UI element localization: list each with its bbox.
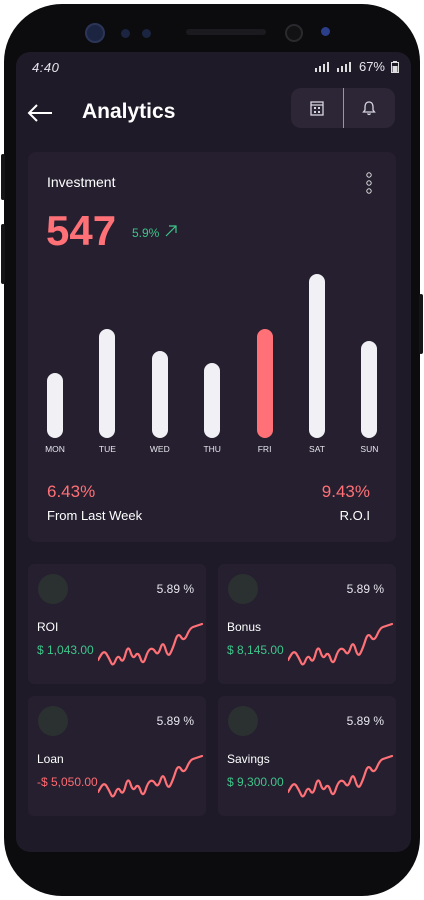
sparkline-path [98, 622, 204, 666]
bar-wed [151, 350, 168, 438]
bar-tue [99, 328, 116, 438]
avatar [38, 574, 68, 604]
more-options-icon[interactable] [366, 172, 372, 194]
card-loan[interactable]: 5.89 % Loan -$ 5,050.00 [28, 696, 206, 816]
sparkline-path [288, 622, 394, 666]
side-button-left [1, 154, 5, 200]
header-divider [342, 88, 344, 128]
signal-icon [336, 61, 351, 72]
avatar [228, 706, 258, 736]
bar-mon [47, 373, 63, 438]
sparkline [98, 622, 204, 666]
left-stat-label: From Last Week [47, 508, 143, 523]
investment-card: Investment 547 5.9% MON TUE WED THU FRI SAT SU… [28, 152, 396, 542]
card-name: ROI [37, 620, 59, 634]
bar-label: MON [45, 444, 65, 454]
left-stat: 6.43% From Last Week [47, 482, 142, 523]
notification-button[interactable] [343, 88, 395, 128]
card-name: Bonus [227, 620, 262, 634]
investment-title: Investment [47, 174, 116, 190]
sparkline [98, 754, 204, 798]
card-percent: 5.89 % [346, 714, 384, 728]
investment-value: 547 [46, 207, 117, 254]
avatar [228, 574, 258, 604]
calendar-button[interactable] [291, 88, 343, 128]
bar-sat [309, 274, 325, 438]
bar-label: FRI [257, 444, 272, 454]
camera-icon [285, 24, 303, 42]
left-stat-value: 6.43% [47, 482, 96, 501]
earpiece [186, 29, 266, 35]
side-button-left-2 [1, 224, 5, 284]
bar-thu [204, 363, 221, 438]
bar-fri [256, 328, 273, 438]
card-amount: $ 8,145.00 [227, 643, 284, 657]
side-button-right [419, 294, 423, 354]
back-arrow-icon[interactable] [26, 102, 56, 124]
investment-bar-chart: MON TUE WED THU FRI SAT SUN [28, 262, 396, 462]
sparkline-path [288, 754, 394, 798]
card-roi[interactable]: 5.89 % ROI $ 1,043.00 [28, 564, 206, 684]
app-screen: 4:40 67% Analytics [16, 52, 411, 852]
sensor-icon [121, 29, 130, 38]
bar-sun [361, 340, 378, 438]
sparkline-path [98, 754, 204, 798]
bar-label: SAT [309, 444, 325, 454]
front-camera-icon [85, 23, 105, 43]
header-actions [291, 88, 395, 128]
trend-up-arrow-icon [165, 225, 177, 237]
card-percent: 5.89 % [346, 582, 384, 596]
app-header: Analytics [16, 88, 411, 148]
card-amount: -$ 5,050.00 [37, 775, 98, 789]
investment-change: 5.9% [132, 226, 160, 240]
card-savings[interactable]: 5.89 % Savings $ 9,300.00 [218, 696, 396, 816]
sensor-icon [321, 27, 330, 36]
bar-label: TUE [98, 444, 116, 454]
phone-top-hardware [0, 0, 424, 52]
avatar [38, 706, 68, 736]
right-stat-value: 9.43% [321, 482, 370, 501]
right-stat: 9.43% R.O.I [322, 482, 370, 523]
card-percent: 5.89 % [156, 582, 194, 596]
status-icons: 67% [314, 59, 399, 74]
sparkline [288, 622, 394, 666]
calendar-icon [310, 101, 324, 116]
sensor-icon [142, 29, 151, 38]
battery-icon [391, 60, 399, 73]
signal-icon [314, 61, 329, 72]
card-name: Loan [37, 752, 64, 766]
card-name: Savings [227, 752, 270, 766]
bar-label: SUN [360, 444, 379, 454]
status-time: 4:40 [32, 60, 60, 75]
card-bonus[interactable]: 5.89 % Bonus $ 8,145.00 [218, 564, 396, 684]
bell-icon [362, 101, 377, 116]
battery-percent: 67% [358, 59, 385, 74]
card-percent: 5.89 % [156, 714, 194, 728]
card-amount: $ 1,043.00 [37, 643, 94, 657]
bar-label: WED [149, 444, 170, 454]
page-title: Analytics [82, 100, 176, 123]
sparkline [288, 754, 394, 798]
status-bar: 4:40 67% [16, 52, 411, 84]
right-stat-label: R.O.I [339, 508, 370, 523]
card-amount: $ 9,300.00 [227, 775, 284, 789]
bar-label: THU [203, 444, 221, 454]
